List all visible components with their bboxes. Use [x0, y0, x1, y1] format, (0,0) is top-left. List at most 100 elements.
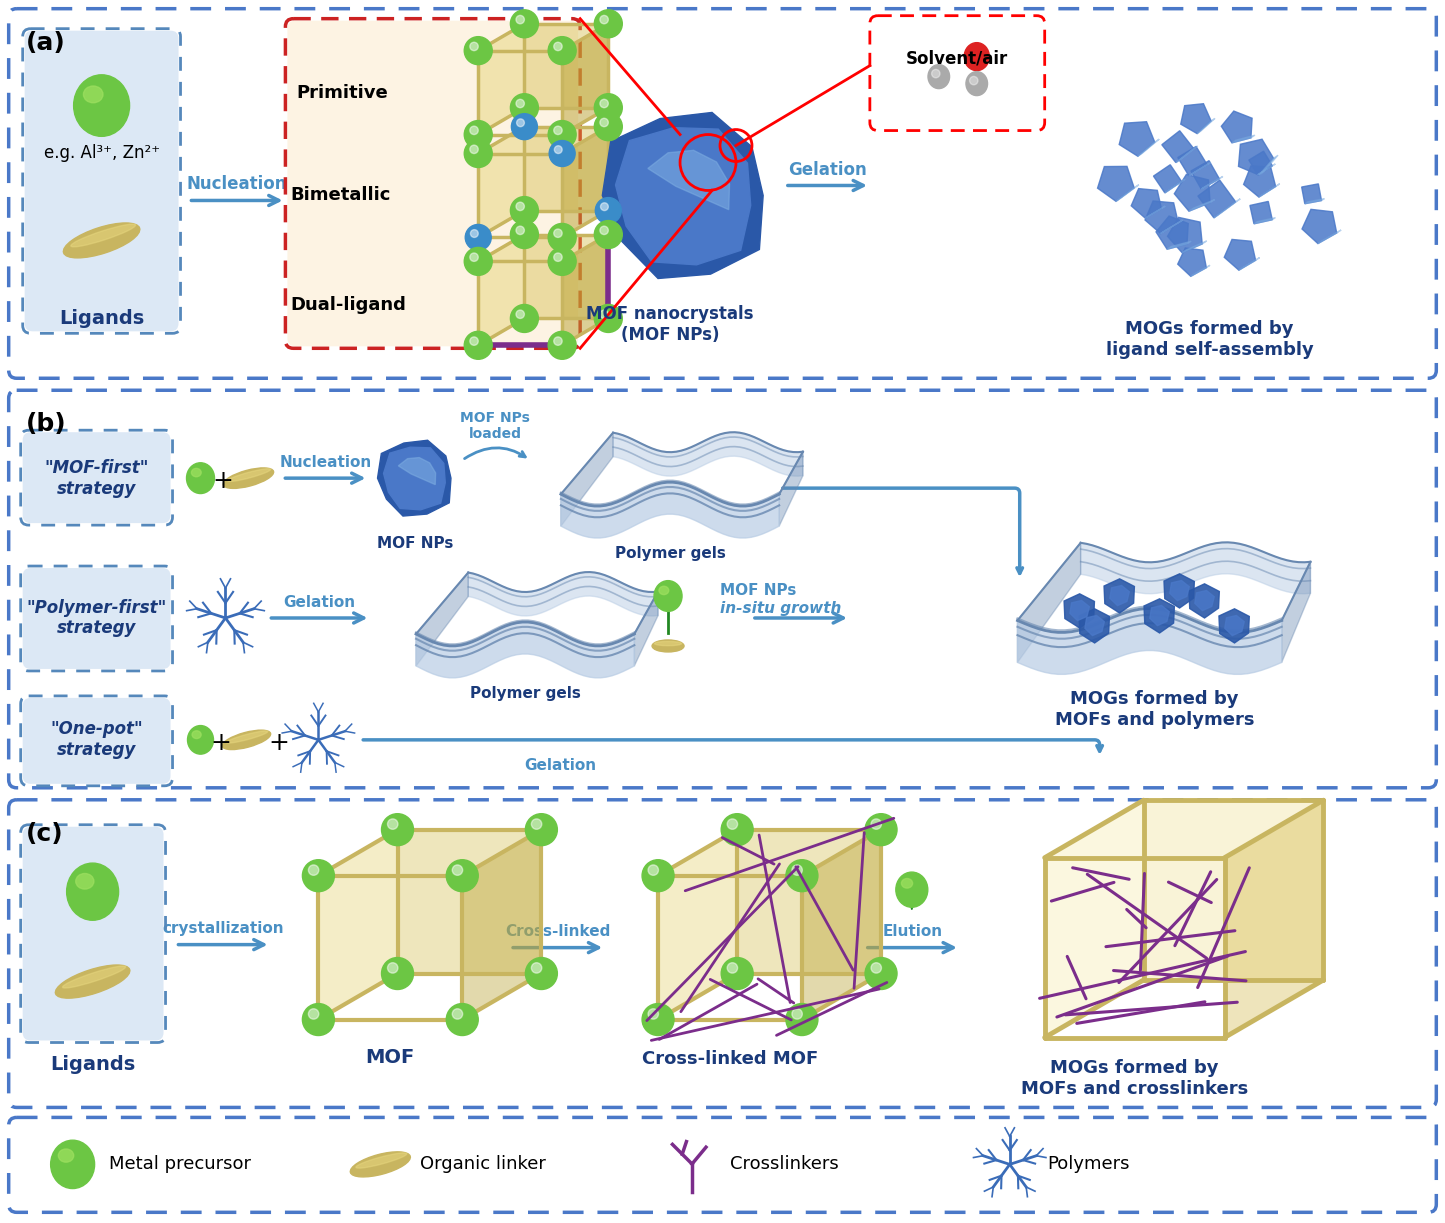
Ellipse shape: [594, 10, 623, 38]
Polygon shape: [1244, 166, 1276, 197]
Ellipse shape: [447, 860, 478, 892]
Polygon shape: [1178, 147, 1207, 176]
Ellipse shape: [647, 1009, 659, 1019]
Ellipse shape: [600, 119, 608, 127]
Ellipse shape: [970, 76, 978, 84]
Polygon shape: [562, 23, 608, 135]
Ellipse shape: [381, 958, 413, 989]
Ellipse shape: [191, 468, 201, 477]
Ellipse shape: [532, 819, 542, 829]
FancyBboxPatch shape: [288, 21, 578, 346]
Ellipse shape: [792, 1009, 802, 1019]
Ellipse shape: [549, 141, 575, 166]
Polygon shape: [1233, 136, 1254, 143]
Ellipse shape: [601, 203, 608, 210]
Ellipse shape: [792, 865, 802, 876]
Polygon shape: [1168, 218, 1202, 253]
Ellipse shape: [62, 966, 126, 988]
Ellipse shape: [74, 75, 130, 136]
Ellipse shape: [516, 311, 525, 318]
Ellipse shape: [510, 10, 539, 38]
Polygon shape: [399, 457, 435, 484]
Ellipse shape: [223, 730, 270, 750]
Text: MOGs formed by
MOFs and polymers: MOGs formed by MOFs and polymers: [1055, 690, 1254, 729]
Text: Polymer gels: Polymer gels: [470, 686, 581, 701]
Ellipse shape: [526, 813, 558, 845]
Ellipse shape: [727, 819, 737, 829]
Text: MOF NPs: MOF NPs: [377, 536, 454, 552]
Polygon shape: [1225, 615, 1244, 636]
Ellipse shape: [516, 16, 525, 23]
Ellipse shape: [786, 1004, 818, 1036]
Polygon shape: [779, 451, 803, 526]
FancyBboxPatch shape: [10, 1119, 1435, 1211]
Ellipse shape: [470, 126, 478, 135]
Ellipse shape: [871, 963, 881, 974]
Ellipse shape: [387, 963, 397, 974]
Polygon shape: [1168, 241, 1191, 249]
Polygon shape: [525, 127, 608, 210]
Text: e.g. Al³⁺, Zn²⁺: e.g. Al³⁺, Zn²⁺: [43, 143, 159, 161]
Polygon shape: [478, 127, 525, 237]
Text: Primitive: Primitive: [296, 83, 389, 102]
Polygon shape: [1146, 207, 1165, 218]
Polygon shape: [1257, 164, 1276, 175]
Polygon shape: [1104, 578, 1134, 613]
Ellipse shape: [470, 146, 478, 154]
Ellipse shape: [516, 202, 525, 210]
Polygon shape: [1224, 800, 1324, 1037]
Ellipse shape: [381, 813, 413, 845]
Polygon shape: [802, 829, 881, 1020]
Ellipse shape: [470, 253, 478, 262]
Polygon shape: [1302, 183, 1322, 204]
Text: MOF: MOF: [366, 1048, 415, 1066]
Polygon shape: [1175, 175, 1209, 212]
Polygon shape: [1081, 542, 1311, 593]
Text: MOGs formed by
MOFs and crosslinkers: MOGs formed by MOFs and crosslinkers: [1022, 1059, 1248, 1098]
Ellipse shape: [188, 725, 214, 755]
Text: +: +: [267, 731, 289, 755]
Ellipse shape: [548, 37, 577, 65]
Ellipse shape: [965, 72, 987, 95]
Polygon shape: [462, 829, 542, 1020]
Ellipse shape: [555, 146, 562, 154]
Ellipse shape: [510, 197, 539, 225]
Polygon shape: [1069, 600, 1090, 620]
Polygon shape: [1144, 599, 1175, 634]
Polygon shape: [1079, 609, 1110, 643]
Text: Polymer gels: Polymer gels: [614, 547, 725, 561]
Ellipse shape: [55, 965, 130, 998]
Polygon shape: [1120, 122, 1155, 157]
Ellipse shape: [928, 65, 949, 88]
Ellipse shape: [302, 860, 334, 892]
Polygon shape: [1064, 594, 1094, 627]
Ellipse shape: [510, 305, 539, 333]
Polygon shape: [1214, 199, 1240, 218]
Ellipse shape: [465, 225, 491, 251]
Polygon shape: [1248, 152, 1273, 175]
Polygon shape: [1238, 258, 1260, 270]
Ellipse shape: [595, 198, 621, 224]
Polygon shape: [377, 440, 451, 516]
Ellipse shape: [866, 813, 897, 845]
FancyBboxPatch shape: [23, 698, 171, 784]
Text: crystallization: crystallization: [162, 921, 283, 936]
Ellipse shape: [600, 311, 608, 318]
FancyBboxPatch shape: [10, 802, 1435, 1106]
Polygon shape: [737, 829, 881, 974]
Polygon shape: [1165, 180, 1185, 193]
Ellipse shape: [302, 1004, 334, 1036]
Polygon shape: [1318, 230, 1341, 243]
Text: Cross-linked: Cross-linked: [504, 925, 610, 939]
Ellipse shape: [75, 873, 94, 889]
Ellipse shape: [308, 865, 319, 876]
Ellipse shape: [871, 819, 881, 829]
Text: Gelation: Gelation: [788, 160, 867, 179]
Polygon shape: [525, 23, 608, 108]
FancyBboxPatch shape: [23, 827, 163, 1041]
Polygon shape: [1017, 543, 1081, 663]
Ellipse shape: [308, 1009, 319, 1019]
Ellipse shape: [655, 581, 682, 612]
Ellipse shape: [464, 37, 493, 65]
FancyBboxPatch shape: [871, 17, 1043, 128]
